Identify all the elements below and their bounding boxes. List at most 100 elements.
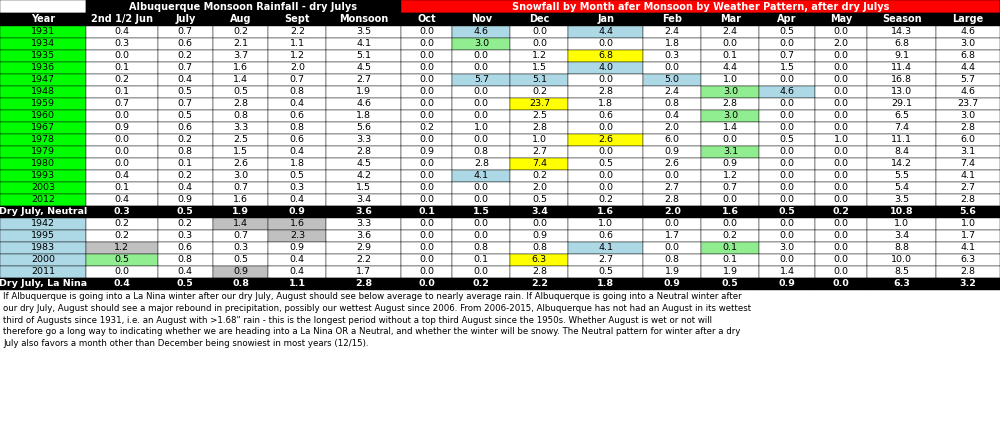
Bar (867, 38, 936, 50)
Text: 0.0: 0.0 (779, 40, 794, 48)
Text: 0.4: 0.4 (290, 147, 305, 157)
Bar (643, 170, 701, 182)
Text: 0.0: 0.0 (419, 51, 434, 61)
Bar (759, 110, 815, 122)
Bar (158, 182, 213, 194)
Bar (936, 182, 1000, 194)
Text: Oct: Oct (417, 14, 436, 24)
Text: 0.9: 0.9 (779, 280, 795, 288)
Bar (86, 182, 158, 194)
Text: 0.3: 0.3 (178, 232, 193, 240)
Text: 1.9: 1.9 (356, 88, 371, 96)
Text: Dry July, Neutral: Dry July, Neutral (0, 208, 87, 216)
Bar (401, 182, 452, 194)
Text: 0.0: 0.0 (598, 171, 613, 181)
Bar (158, 218, 213, 230)
Bar (510, 206, 568, 218)
Text: 0.0: 0.0 (723, 219, 738, 229)
Bar (936, 254, 1000, 266)
Bar (268, 86, 326, 98)
Bar (452, 146, 510, 158)
Text: 0.0: 0.0 (665, 64, 680, 72)
Text: 0.0: 0.0 (474, 88, 489, 96)
Bar (158, 254, 213, 266)
Text: 1.5: 1.5 (779, 64, 794, 72)
Text: 0.7: 0.7 (114, 99, 129, 109)
Text: 4.5: 4.5 (356, 160, 371, 168)
Bar (643, 218, 701, 230)
Text: 4.6: 4.6 (961, 88, 976, 96)
Bar (401, 98, 452, 110)
Text: 1995: 1995 (31, 232, 55, 240)
Bar (213, 158, 268, 170)
Text: 0.4: 0.4 (113, 280, 130, 288)
Bar (158, 206, 213, 218)
Bar (326, 218, 401, 230)
Text: 0.0: 0.0 (779, 232, 794, 240)
Text: 0.0: 0.0 (419, 267, 434, 277)
Bar (326, 206, 401, 218)
Text: 4.6: 4.6 (356, 99, 371, 109)
Text: Dry July, La Nina: Dry July, La Nina (0, 280, 87, 288)
Bar (452, 86, 510, 98)
Text: 4.1: 4.1 (598, 243, 613, 253)
Bar (759, 98, 815, 110)
Bar (510, 110, 568, 122)
Text: 3.7: 3.7 (233, 51, 248, 61)
Bar (452, 206, 510, 218)
Bar (213, 230, 268, 242)
Bar (0, 278, 86, 290)
Bar (510, 50, 568, 62)
Bar (158, 278, 213, 290)
Bar (510, 170, 568, 182)
Bar (568, 218, 643, 230)
Bar (158, 26, 213, 38)
Text: 3.0: 3.0 (961, 112, 976, 120)
Text: 8.4: 8.4 (894, 147, 909, 157)
Bar (815, 218, 867, 230)
Bar (759, 218, 815, 230)
Text: 0.1: 0.1 (418, 208, 435, 216)
Bar (86, 62, 158, 74)
Bar (326, 74, 401, 86)
Bar (401, 158, 452, 170)
Text: 1.8: 1.8 (356, 112, 371, 120)
Bar (936, 206, 1000, 218)
Bar (568, 98, 643, 110)
Bar (158, 134, 213, 146)
Text: 0.0: 0.0 (833, 160, 848, 168)
Bar (643, 182, 701, 194)
Text: 0.9: 0.9 (664, 280, 681, 288)
Bar (643, 278, 701, 290)
Bar (510, 146, 568, 158)
Text: 5.6: 5.6 (356, 123, 371, 133)
Bar (213, 206, 268, 218)
Text: May: May (830, 14, 852, 24)
Text: 1983: 1983 (31, 243, 55, 253)
Bar (401, 62, 452, 74)
Bar (213, 146, 268, 158)
Text: 0.7: 0.7 (233, 232, 248, 240)
Bar (510, 74, 568, 86)
Text: 2.0: 2.0 (664, 208, 681, 216)
Bar (568, 278, 643, 290)
Bar (867, 194, 936, 206)
Text: 0.0: 0.0 (532, 27, 547, 37)
Bar (158, 110, 213, 122)
Text: 0.0: 0.0 (419, 40, 434, 48)
Text: 0.5: 0.5 (233, 256, 248, 264)
Bar (268, 242, 326, 254)
Text: 0.0: 0.0 (779, 171, 794, 181)
Text: 2nd 1/2 Jun: 2nd 1/2 Jun (91, 14, 153, 24)
Text: 11.4: 11.4 (891, 64, 912, 72)
Bar (401, 13, 452, 26)
Text: 0.0: 0.0 (598, 40, 613, 48)
Text: 2.7: 2.7 (665, 184, 680, 192)
Bar (568, 50, 643, 62)
Bar (643, 110, 701, 122)
Text: 0.0: 0.0 (665, 219, 680, 229)
Bar (158, 146, 213, 158)
Text: 0.5: 0.5 (598, 160, 613, 168)
Text: 3.0: 3.0 (779, 243, 795, 253)
Bar (86, 254, 158, 266)
